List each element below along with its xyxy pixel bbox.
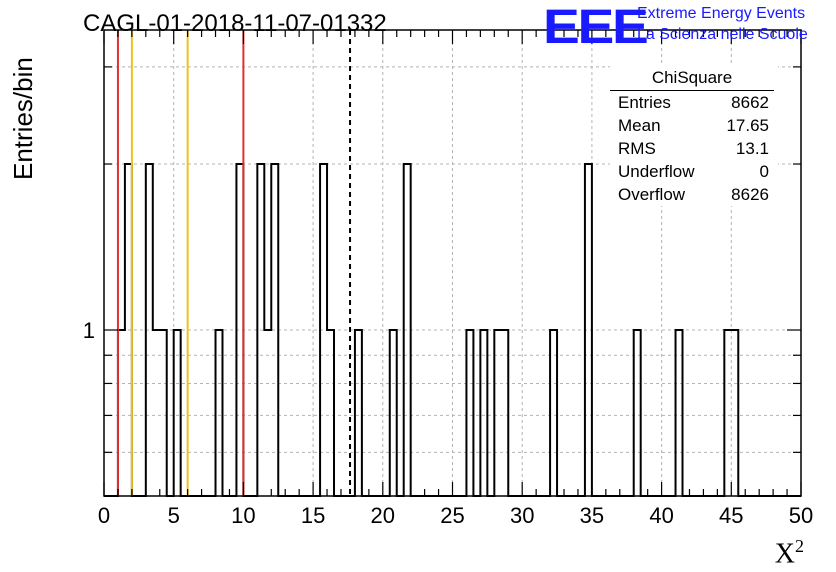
x-axis-label-superscript: 2 <box>795 536 804 556</box>
stats-row-rms: RMS 13.1 <box>610 137 778 160</box>
stats-value: 0 <box>759 162 769 181</box>
y-axis-label: Entries/bin <box>8 57 38 180</box>
x-tick-label: 0 <box>98 503 110 528</box>
x-tick-label: 5 <box>168 503 180 528</box>
stats-box: ChiSquare Entries 8662 Mean 17.65 RMS 13… <box>610 66 778 206</box>
stats-label: Mean <box>618 116 661 135</box>
x-tick-label: 25 <box>440 503 464 528</box>
stats-title: ChiSquare <box>610 66 774 91</box>
y-tick-label: 1 <box>83 318 95 343</box>
stats-label: RMS <box>618 139 656 158</box>
stats-label: Underflow <box>618 162 695 181</box>
eee-logo-text: Extreme Energy Events La Scienza nelle S… <box>637 3 808 45</box>
stats-row-overflow: Overflow 8626 <box>610 183 778 206</box>
stats-value: 13.1 <box>735 139 769 158</box>
logo-line-1: Extreme Energy Events <box>637 5 806 22</box>
stats-row-underflow: Underflow 0 <box>610 160 778 183</box>
eee-logo: EEE <box>543 1 649 54</box>
stats-value: 8662 <box>731 93 769 112</box>
chart-title: CAGL-01-2018-11-07-01332 <box>83 10 387 37</box>
x-tick-label: 50 <box>789 503 813 528</box>
logo-line-2: La Scienza nelle Scuole <box>637 26 808 43</box>
x-tick-label: 35 <box>580 503 604 528</box>
x-tick-label: 15 <box>301 503 325 528</box>
x-axis-label: X2 <box>775 536 804 570</box>
x-tick-label: 40 <box>649 503 673 528</box>
x-tick-label: 10 <box>231 503 255 528</box>
x-axis-label-symbol: X <box>774 538 795 570</box>
x-tick-label: 30 <box>510 503 534 528</box>
stats-label: Entries <box>618 93 671 112</box>
x-tick-label: 20 <box>371 503 395 528</box>
stats-row-mean: Mean 17.65 <box>610 114 778 137</box>
stats-row-entries: Entries 8662 <box>610 91 778 114</box>
stats-value: 8626 <box>731 185 769 204</box>
stats-value: 17.65 <box>726 116 769 135</box>
x-tick-label: 45 <box>719 503 743 528</box>
stats-label: Overflow <box>618 185 686 204</box>
